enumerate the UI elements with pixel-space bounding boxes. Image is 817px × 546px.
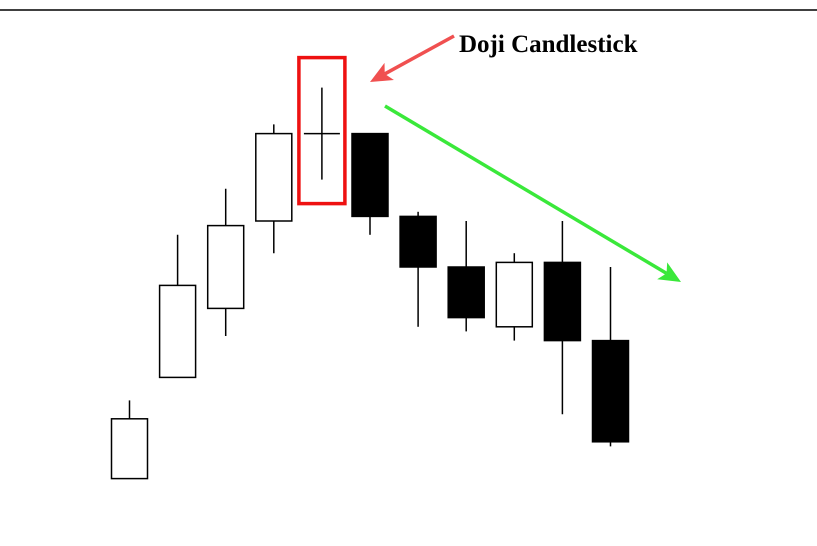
candle-10 — [543, 221, 582, 415]
candle-body — [591, 339, 630, 443]
downtrend-arrow-head — [657, 262, 681, 282]
candle-4 — [255, 124, 293, 254]
candle-9 — [495, 253, 534, 341]
candle-6 — [351, 132, 389, 235]
candle-body — [495, 261, 534, 328]
downtrend-arrow-shaft — [384, 104, 668, 275]
doji-pointer-arrow-shaft — [383, 34, 455, 76]
candle-body — [206, 224, 245, 310]
candle-body — [351, 132, 389, 218]
downtrend-arrow — [384, 104, 681, 282]
candle-body — [110, 418, 149, 480]
candle-2 — [158, 234, 197, 379]
candle-11 — [591, 267, 630, 447]
annotations-group: Doji Candlestick — [297, 31, 681, 282]
candle-body — [543, 261, 582, 342]
doji-pointer-arrow — [370, 34, 455, 82]
doji-highlight-box — [297, 55, 347, 206]
candle-5 — [303, 87, 340, 180]
candle-body — [447, 266, 485, 319]
candle-1 — [110, 400, 149, 480]
candle-3 — [206, 188, 245, 336]
candle-7 — [399, 211, 437, 327]
candle-body — [158, 284, 197, 379]
candles-group — [110, 87, 630, 480]
candle-body — [255, 132, 293, 222]
doji-annotation-label: Doji Candlestick — [459, 31, 638, 58]
doji-pointer-arrow-head — [370, 62, 394, 82]
candle-body — [399, 215, 437, 268]
candle-8 — [447, 221, 485, 332]
